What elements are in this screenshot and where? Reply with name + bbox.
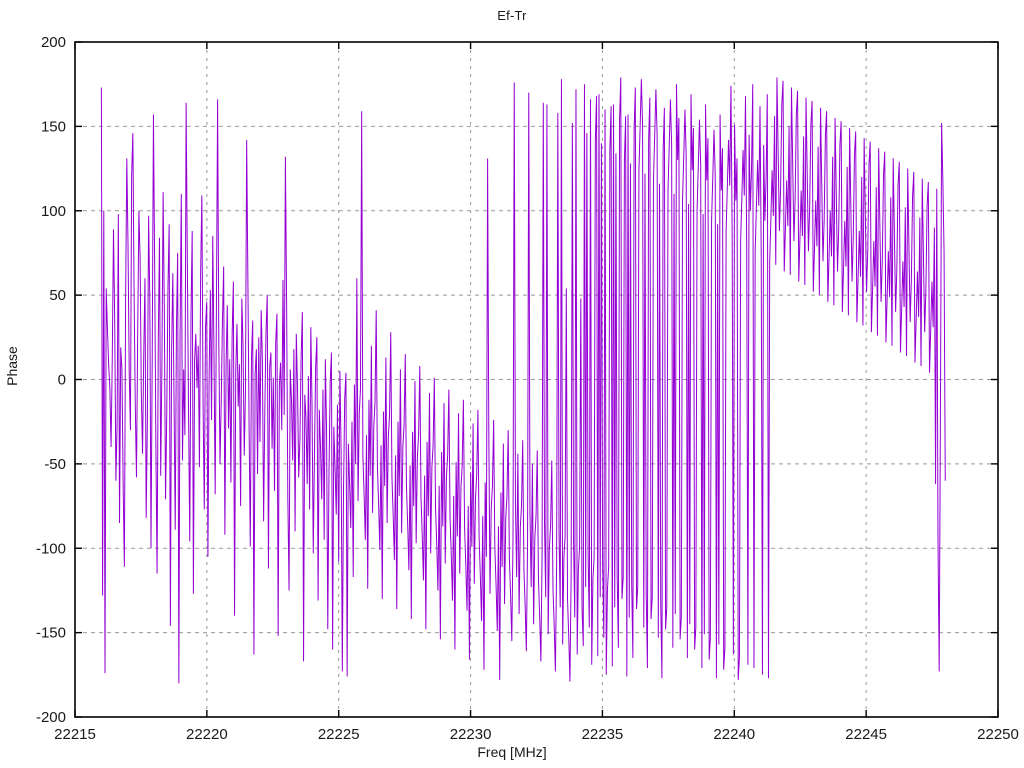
svg-text:22245: 22245 bbox=[845, 726, 887, 743]
svg-text:50: 50 bbox=[49, 287, 66, 304]
svg-text:100: 100 bbox=[41, 203, 66, 220]
svg-text:22220: 22220 bbox=[186, 726, 228, 743]
svg-text:22235: 22235 bbox=[582, 726, 624, 743]
plot-border bbox=[74, 41, 999, 718]
svg-text:22230: 22230 bbox=[450, 726, 492, 743]
x-axis-label: Freq [MHz] bbox=[477, 744, 547, 760]
svg-text:22250: 22250 bbox=[977, 726, 1019, 743]
svg-text:-200: -200 bbox=[36, 709, 66, 726]
svg-text:-100: -100 bbox=[36, 540, 66, 557]
gridlines bbox=[75, 42, 998, 717]
axis-tick-labels: -200 -150 -100 -50 0 50 100 150 200 22215 22220 222… bbox=[36, 34, 1019, 743]
svg-text:22240: 22240 bbox=[713, 726, 755, 743]
y-axis-label: Phase bbox=[4, 346, 20, 386]
svg-text:22215: 22215 bbox=[54, 726, 96, 743]
svg-text:22225: 22225 bbox=[318, 726, 360, 743]
chart-title: Ef-Tr bbox=[497, 8, 527, 23]
svg-text:150: 150 bbox=[41, 118, 66, 135]
svg-text:-150: -150 bbox=[36, 625, 66, 642]
data-series-group bbox=[100, 77, 946, 684]
svg-text:200: 200 bbox=[41, 34, 66, 51]
svg-text:-50: -50 bbox=[44, 456, 66, 473]
svg-text:0: 0 bbox=[58, 372, 66, 389]
